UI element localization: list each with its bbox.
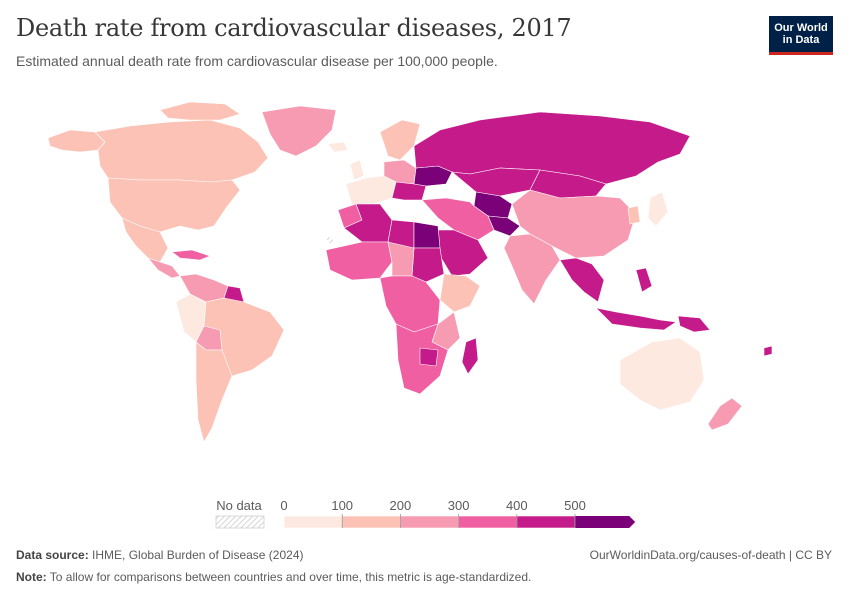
region-egypt[interactable] [413,221,441,249]
legend-bin-4[interactable] [516,515,576,529]
legend-bin-3[interactable] [458,515,518,529]
region-korea[interactable] [627,205,641,225]
region-horn-of-africa[interactable] [439,273,481,313]
legend-tick-1: 100 [331,498,353,513]
region-australia[interactable] [619,337,705,411]
region-middle-east[interactable] [421,197,495,241]
legend-bin-2[interactable] [400,515,459,529]
note-label: Note: [16,570,47,584]
region-central-america[interactable] [147,257,181,279]
legend-tick-3: 300 [448,498,470,513]
chart-subtitle: Estimated annual death rate from cardiov… [16,53,498,69]
region-india[interactable] [503,233,561,305]
legend-bin-5[interactable] [575,516,636,528]
source-line: Data source: IHME, Global Burden of Dise… [16,548,303,562]
source-label: Data source: [16,548,89,562]
region-western-europe[interactable] [345,175,397,207]
region-iceland[interactable] [327,141,349,153]
legend-tick-5: 500 [564,498,586,513]
source-text[interactable]: IHME, Global Burden of Disease (2024) [92,548,304,562]
region-canada[interactable] [94,119,269,183]
region-madagascar[interactable] [461,337,479,375]
region-new-zealand[interactable] [707,397,743,431]
region-afghanistan[interactable] [487,215,521,237]
legend-tick-4: 400 [506,498,528,513]
logo-line-1: Our World [774,22,828,34]
region-scandinavia[interactable] [379,119,421,161]
region-west-africa[interactable] [325,241,393,281]
region-indonesia[interactable] [595,307,677,331]
region-zimbabwe[interactable] [419,347,439,367]
legend-tick-2: 200 [390,498,412,513]
region-sudan[interactable] [411,247,445,283]
region-uk[interactable] [349,159,365,181]
region-southeast-asia[interactable] [559,257,605,303]
world-map[interactable] [0,80,850,460]
legend-no-data-swatch [215,515,265,529]
region-chad-niger[interactable] [387,241,415,277]
owid-logo[interactable]: Our World in Data [769,16,833,55]
legend-bin-1[interactable] [341,515,401,529]
source-url[interactable]: OurWorldinData.org/causes-of-death | CC … [589,548,832,562]
region-caribbean[interactable] [171,249,211,261]
note-text: To allow for comparisons between countri… [49,570,532,584]
legend-bin-0[interactable] [283,515,343,529]
region-argentina-chile[interactable] [195,341,233,443]
region-central-africa[interactable] [379,275,441,333]
chart-title: Death rate from cardiovascular diseases,… [16,14,572,42]
legend-no-data-label: No data [216,498,262,513]
region-antarctic-no-data[interactable] [324,235,335,247]
region-philippines[interactable] [635,267,653,293]
color-legend: No data 0 100 200 300 400 500 [215,498,636,529]
region-pacific-islands[interactable] [763,345,773,357]
legend-tick-0: 0 [280,498,287,513]
region-japan[interactable] [647,191,669,227]
region-greenland[interactable] [261,105,337,157]
region-papua-new-guinea[interactable] [677,315,711,333]
region-arctic-islands[interactable] [159,101,241,121]
logo-line-2: in Data [782,34,820,46]
note-line: Note: To allow for comparisons between c… [16,570,531,584]
